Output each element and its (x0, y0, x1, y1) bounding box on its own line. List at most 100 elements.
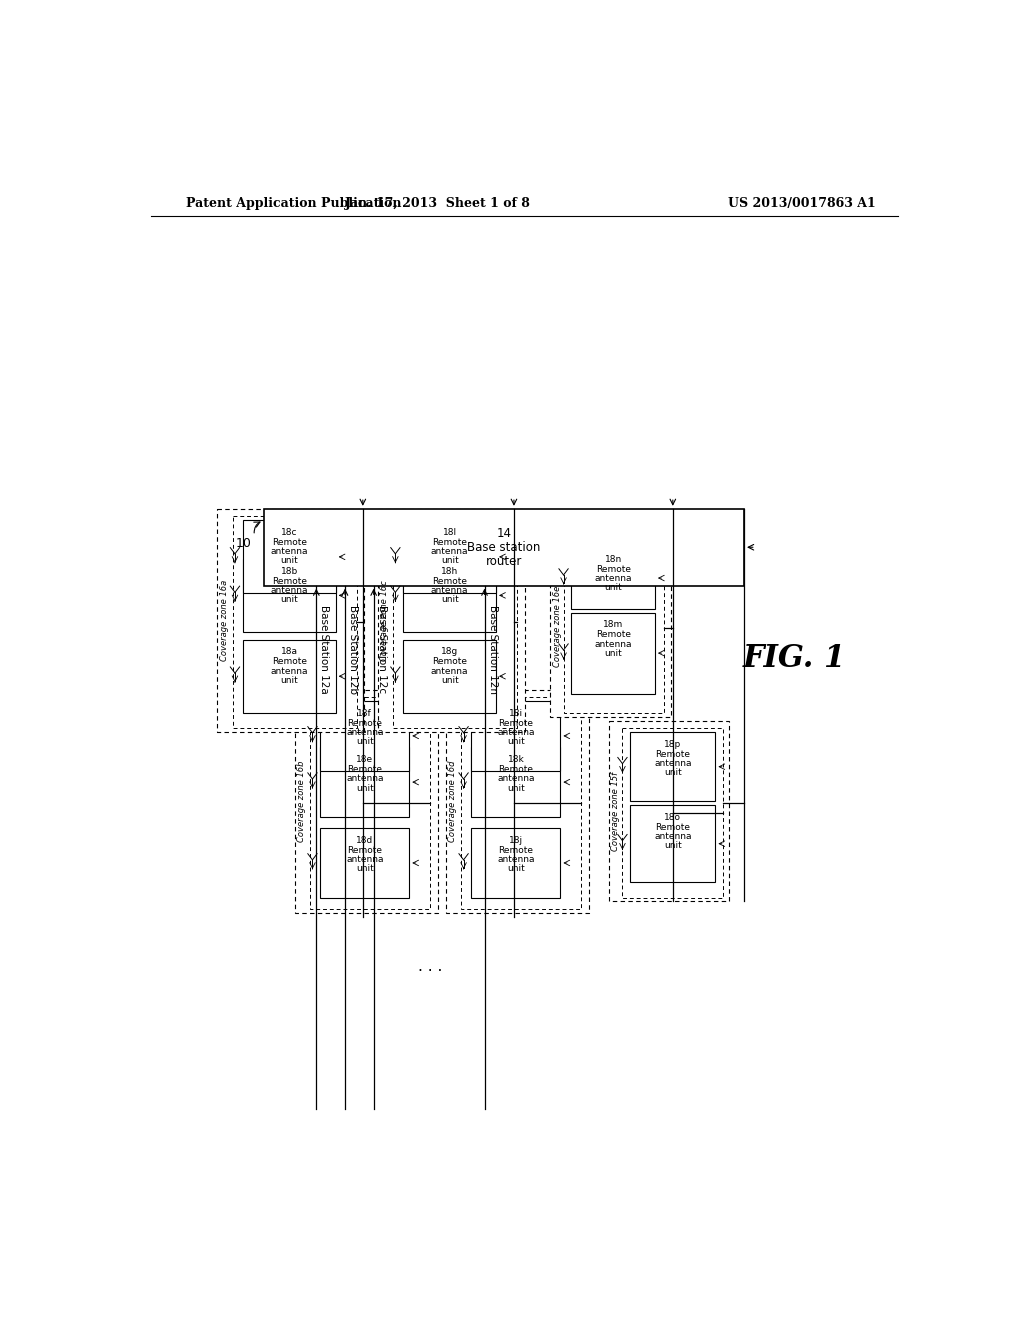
Bar (403, 520, 496, 594)
Text: antenna: antenna (654, 759, 691, 768)
Text: router: router (485, 554, 522, 568)
Bar (243, 520, 336, 594)
Text: unit: unit (356, 865, 374, 874)
Text: 18h: 18h (441, 566, 459, 576)
Text: antenna: antenna (346, 855, 384, 865)
Text: FIG. 1: FIG. 1 (742, 643, 846, 675)
Text: 18n: 18n (604, 554, 622, 564)
Text: 18g: 18g (441, 647, 459, 656)
Text: Base Station 12c: Base Station 12c (377, 605, 387, 693)
Text: Remote: Remote (596, 565, 631, 574)
Text: 18e: 18e (356, 755, 374, 764)
Text: 18l: 18l (442, 528, 457, 537)
Text: 18f: 18f (357, 709, 372, 718)
Text: Remote: Remote (499, 766, 534, 774)
Text: unit: unit (440, 676, 459, 685)
Bar (243, 558, 336, 632)
Text: unit: unit (604, 583, 622, 593)
Text: Base Station 12n: Base Station 12n (487, 605, 498, 694)
Text: antenna: antenna (270, 667, 308, 676)
Text: Jan. 17, 2013  Sheet 1 of 8: Jan. 17, 2013 Sheet 1 of 8 (345, 197, 530, 210)
Text: 18c: 18c (281, 528, 297, 537)
Text: Coverage zone 16d: Coverage zone 16d (449, 760, 458, 842)
Bar (232, 516, 356, 729)
Text: 18a: 18a (281, 647, 298, 656)
Text: unit: unit (356, 784, 374, 792)
Bar (217, 508, 365, 733)
Text: Remote: Remote (347, 766, 382, 774)
Bar (403, 558, 496, 632)
Text: unit: unit (664, 768, 682, 777)
Text: Patent Application Publication: Patent Application Publication (186, 197, 401, 210)
Text: 18k: 18k (508, 755, 524, 764)
Text: 18j: 18j (509, 836, 523, 845)
Text: Remote: Remote (347, 719, 382, 727)
Text: Coverage zone 16e: Coverage zone 16e (553, 586, 562, 667)
Text: Remote: Remote (499, 846, 534, 855)
Text: antenna: antenna (431, 586, 468, 595)
Bar (471, 701, 560, 771)
Bar (243, 640, 336, 713)
Text: Remote: Remote (655, 750, 690, 759)
Text: antenna: antenna (497, 855, 535, 865)
Text: Remote: Remote (271, 657, 307, 667)
Text: unit: unit (664, 841, 682, 850)
Bar (321, 701, 410, 771)
Bar (623, 729, 723, 898)
Text: unit: unit (440, 557, 459, 565)
Text: Remote: Remote (432, 577, 467, 586)
Text: Base station: Base station (467, 541, 541, 554)
Bar (263, 508, 744, 586)
Text: Remote: Remote (271, 577, 307, 586)
Text: unit: unit (507, 784, 524, 792)
Text: 18d: 18d (356, 836, 374, 845)
Text: antenna: antenna (270, 586, 308, 595)
Text: 18b: 18b (281, 566, 298, 576)
Bar (310, 697, 430, 909)
Text: Remote: Remote (271, 539, 307, 546)
Text: Remote: Remote (432, 657, 467, 667)
Text: antenna: antenna (431, 548, 468, 556)
Text: 18m: 18m (603, 620, 624, 630)
Text: antenna: antenna (431, 667, 468, 676)
Text: Remote: Remote (655, 822, 690, 832)
Bar (321, 829, 410, 898)
Text: 18p: 18p (665, 739, 681, 748)
Text: antenna: antenna (654, 832, 691, 841)
Bar (393, 516, 517, 729)
Text: 18o: 18o (665, 813, 681, 822)
Text: Coverage zone 16b: Coverage zone 16b (297, 760, 306, 842)
Text: Remote: Remote (432, 539, 467, 546)
Text: Base Station 12a: Base Station 12a (319, 605, 330, 694)
Text: unit: unit (440, 595, 459, 605)
Text: 10: 10 (237, 537, 252, 550)
Bar (445, 689, 589, 913)
Text: Remote: Remote (596, 631, 631, 639)
Bar (550, 536, 671, 717)
Bar (630, 733, 716, 801)
Bar (378, 508, 524, 733)
Bar (403, 640, 496, 713)
Text: antenna: antenna (497, 775, 535, 783)
Text: unit: unit (281, 676, 298, 685)
Text: Base Station 12b: Base Station 12b (348, 605, 358, 694)
Text: 18i: 18i (509, 709, 523, 718)
Text: antenna: antenna (497, 729, 535, 737)
Text: unit: unit (604, 649, 622, 657)
Text: unit: unit (507, 865, 524, 874)
Text: unit: unit (281, 595, 298, 605)
Text: antenna: antenna (346, 775, 384, 783)
Text: 14: 14 (497, 527, 511, 540)
Text: Coverage zone 15f: Coverage zone 15f (611, 771, 620, 850)
Text: unit: unit (281, 557, 298, 565)
Bar (471, 829, 560, 898)
Text: unit: unit (507, 738, 524, 746)
Bar (471, 747, 560, 817)
Text: . . .: . . . (418, 960, 442, 974)
Bar (564, 544, 664, 713)
Bar (608, 721, 729, 902)
Bar (461, 697, 582, 909)
Text: antenna: antenna (594, 574, 632, 583)
Text: antenna: antenna (270, 548, 308, 556)
Text: Coverage zone 16c: Coverage zone 16c (380, 579, 389, 661)
